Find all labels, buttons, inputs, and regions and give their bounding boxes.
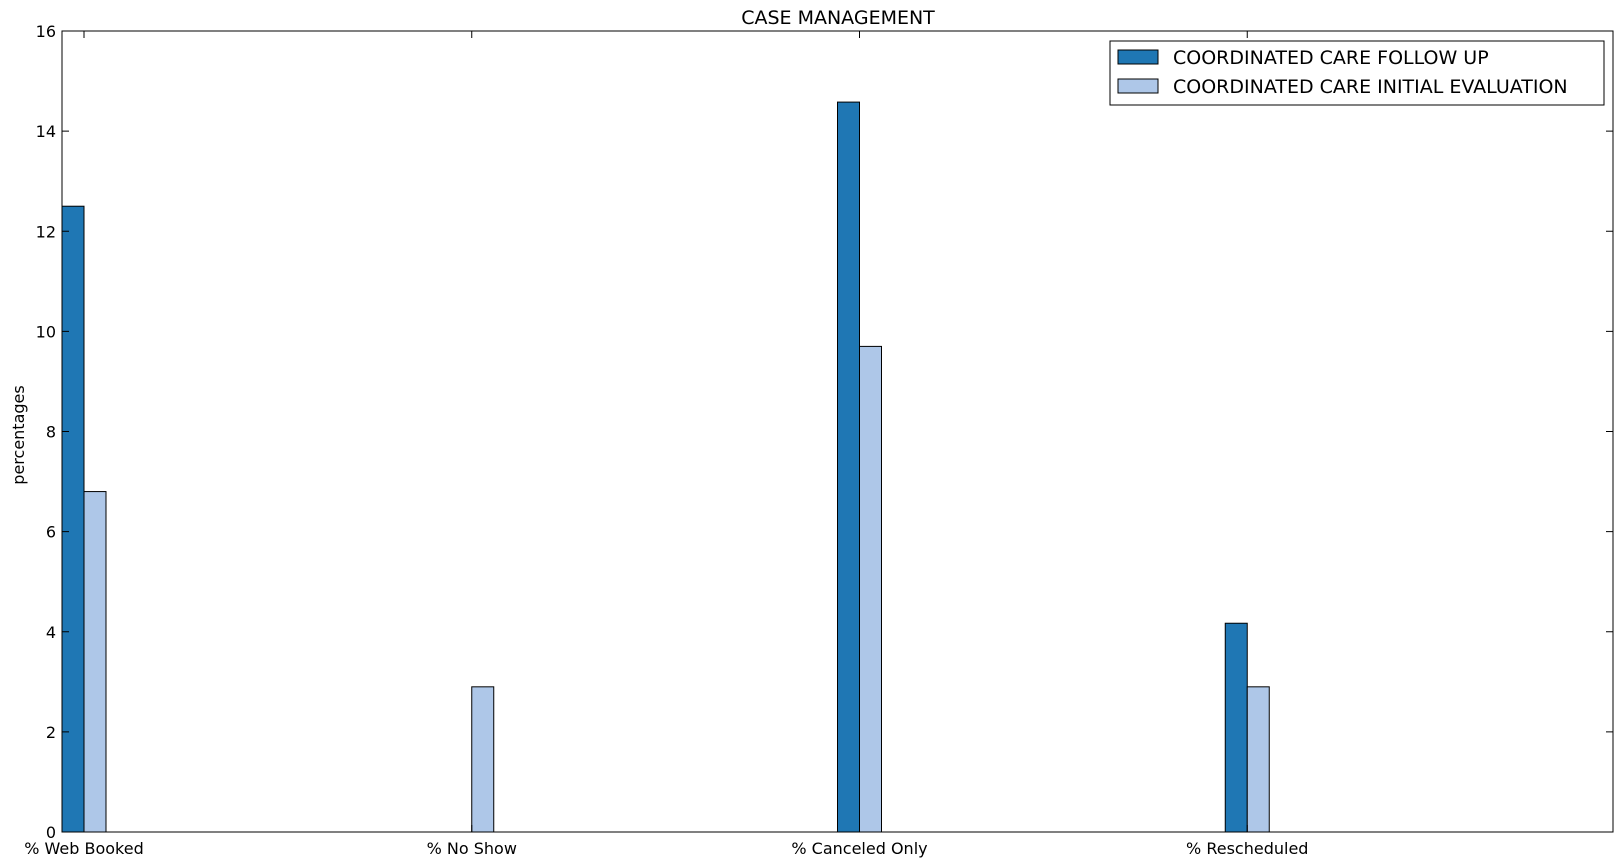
y-tick-label: 16 [36, 22, 56, 41]
legend-label: COORDINATED CARE INITIAL EVALUATION [1173, 76, 1568, 98]
legend-box [1109, 40, 1605, 106]
y-axis-label: percentages [9, 385, 28, 484]
y-tick-label: 12 [36, 222, 56, 241]
x-tick-label: % Canceled Only [791, 839, 927, 858]
bar-follow-up-2 [837, 101, 860, 833]
bar-initial-evaluation-2 [859, 345, 882, 833]
bar-initial-evaluation-0 [83, 491, 107, 833]
y-tick-label: 8 [46, 423, 56, 442]
legend: COORDINATED CARE FOLLOW UP COORDINATED CA… [1109, 40, 1605, 106]
y-tick-label: 0 [46, 823, 56, 842]
bar-initial-evaluation-3 [1246, 686, 1270, 833]
bars-group [61, 101, 1270, 833]
y-tick-label: 6 [46, 523, 56, 542]
chart-title: CASE MANAGEMENT [741, 7, 935, 29]
legend-swatch [1117, 78, 1159, 94]
bar-initial-evaluation-1 [471, 686, 495, 833]
y-tick-label: 4 [46, 623, 56, 642]
y-tick-label: 2 [46, 723, 56, 742]
bar-follow-up-3 [1224, 622, 1248, 833]
legend-swatch [1117, 49, 1159, 65]
axes-group: 0 2 4 6 8 10 12 14 16 % Web Booked % No Show % Canc… [24, 22, 1614, 858]
y-tick-label: 14 [36, 122, 56, 141]
x-tick-label: % Rescheduled [1186, 839, 1308, 858]
y-tick-label: 10 [36, 322, 56, 341]
legend-label: COORDINATED CARE FOLLOW UP [1173, 47, 1489, 69]
bar-follow-up-0 [61, 205, 85, 833]
x-tick-label: % Web Booked [24, 839, 144, 858]
x-tick-label: % No Show [427, 839, 517, 858]
